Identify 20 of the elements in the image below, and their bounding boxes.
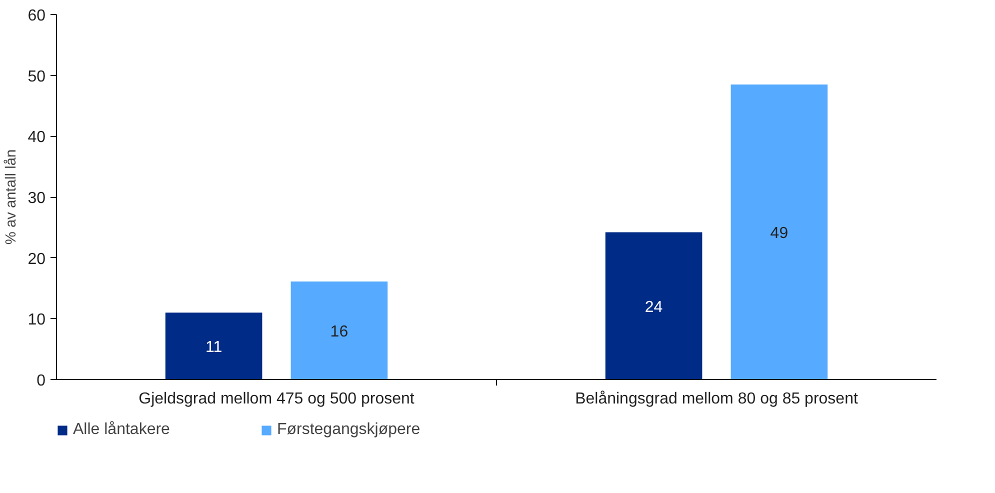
y-tick-label: 10 [28, 312, 46, 329]
data-label: 49 [770, 224, 788, 242]
x-tick-label: Gjeldsgrad mellom 475 og 500 prosent [138, 390, 415, 408]
bar [290, 282, 388, 380]
bar [605, 232, 702, 380]
data-label: 24 [644, 298, 663, 316]
data-label: 11 [205, 339, 222, 356]
y-tick-label: 50 [28, 68, 46, 86]
y-tick-label: 30 [28, 190, 46, 207]
y-tick-label: 0 [36, 372, 46, 390]
legend-label: Førstegangskjøpere [276, 421, 420, 439]
y-tick-label: 60 [28, 8, 46, 24]
bar [165, 312, 262, 380]
bar [730, 84, 828, 380]
x-tick-label: Belåningsgrad mellom 80 og 85 prosent [575, 390, 858, 408]
y-tick-label: 20 [28, 250, 46, 268]
legend-label: Alle låntakere [73, 421, 170, 439]
y-axis-title: % av antall lån [4, 149, 20, 245]
y-tick-label: 40 [28, 129, 46, 146]
data-label: 16 [330, 324, 348, 341]
